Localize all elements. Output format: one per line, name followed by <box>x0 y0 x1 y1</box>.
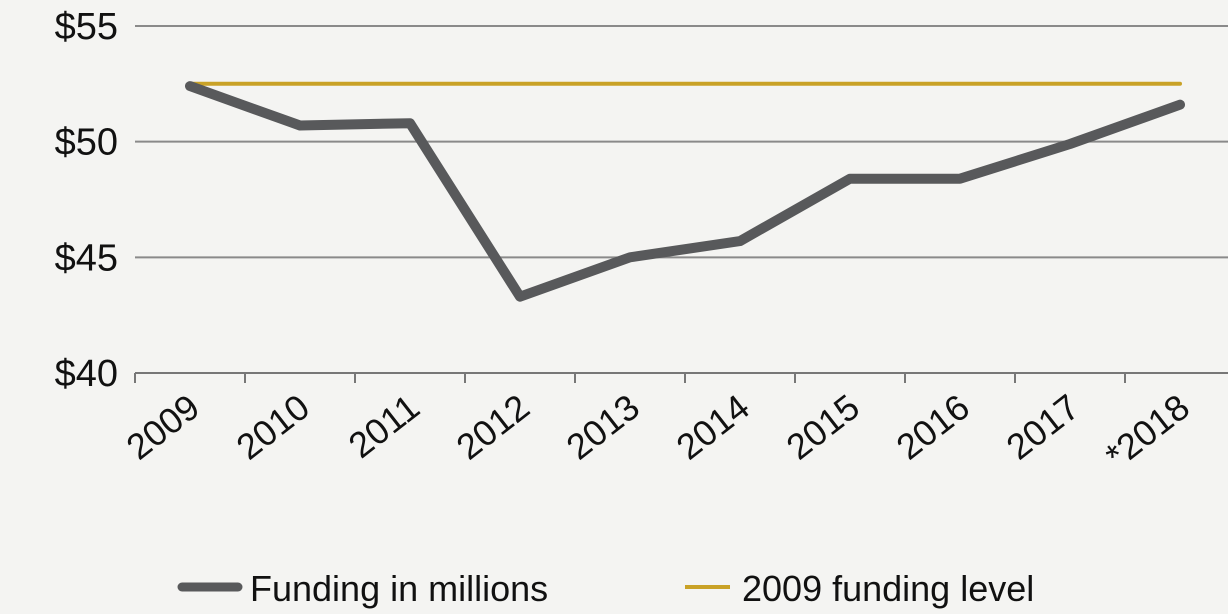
y-tick-label: $45 <box>55 237 118 279</box>
series-lines <box>185 81 1185 302</box>
gridlines <box>135 25 1228 259</box>
y-tick-label: $55 <box>55 6 118 48</box>
legend-label-funding: Funding in millions <box>250 568 548 609</box>
x-axis <box>134 372 1228 383</box>
y-tick-label: $40 <box>55 353 118 395</box>
legend: Funding in millions 2009 funding level <box>177 568 1034 609</box>
series-line-funding <box>185 81 1185 302</box>
y-tick-label: $50 <box>55 122 118 164</box>
y-axis-tick-labels: $40 $45 $50 $55 <box>55 6 118 395</box>
legend-label-2009-level: 2009 funding level <box>742 568 1034 609</box>
